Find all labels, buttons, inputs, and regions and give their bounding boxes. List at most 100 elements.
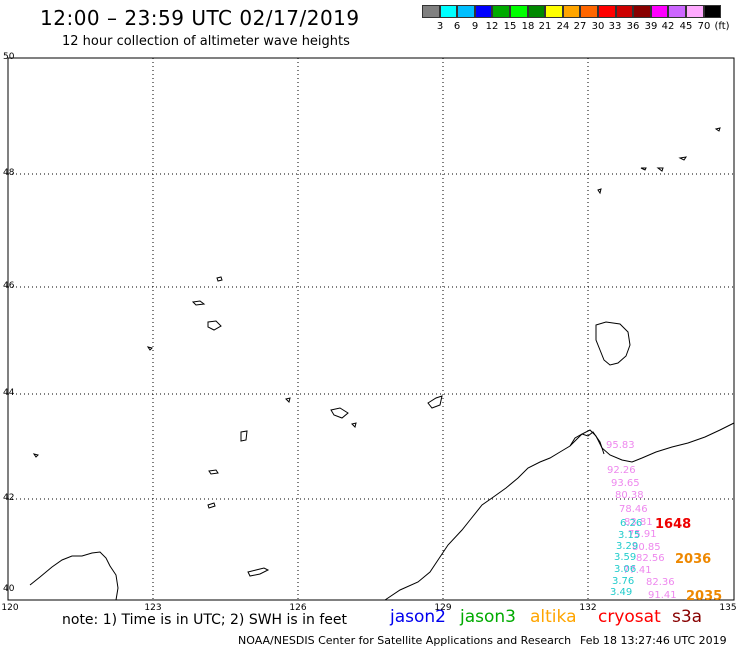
japan-coast: [384, 422, 735, 601]
legend-swatch-9: [580, 5, 598, 18]
island: [207, 502, 216, 509]
island: [427, 395, 443, 409]
graticule: [8, 58, 734, 600]
island: [208, 469, 219, 475]
wave-height-reading: 3.59: [614, 552, 637, 563]
island: [597, 188, 602, 195]
lon-label: 120: [1, 603, 19, 613]
legend-label: 15: [503, 21, 517, 32]
legend-swatch-3: [474, 5, 493, 18]
legend-label: 12: [485, 21, 499, 32]
wave-height-reading: 83.81: [624, 517, 653, 528]
sat-legend-jason2: jason2: [390, 607, 446, 627]
legend-swatch-1: [439, 5, 458, 18]
sat-legend-s3a: s3a: [672, 607, 703, 627]
wave-height-reading: 6.26: [620, 518, 643, 529]
legend-label: (ft): [714, 21, 730, 32]
island: [351, 422, 357, 428]
legend-swatch-10: [597, 5, 616, 18]
legend-swatch-0: [422, 5, 440, 18]
island: [247, 567, 270, 577]
island: [207, 320, 222, 331]
map-title: 12:00 – 23:59 UTC 02/17/2019: [40, 6, 360, 30]
legend-swatch-12: [633, 5, 651, 18]
island: [656, 167, 664, 172]
altika-id: 2036: [675, 552, 712, 567]
island: [216, 276, 223, 282]
legend-swatch-8: [562, 5, 581, 18]
wave-height-reading: 93.65: [611, 478, 640, 489]
island: [191, 300, 206, 306]
wave-height-reading: 80.38: [615, 490, 644, 501]
legend-swatch-5: [509, 5, 528, 18]
legend-swatch-2: [457, 5, 475, 18]
legend-label: 70: [697, 21, 711, 32]
lon-label: 132: [579, 603, 597, 613]
legend-label: 21: [538, 21, 552, 32]
legend-label: 18: [521, 21, 535, 32]
legend-swatch-16: [703, 5, 722, 18]
wave-height-reading: 80.85: [632, 542, 661, 553]
legend-label: 39: [644, 21, 658, 32]
legend-label: 3: [436, 21, 444, 32]
sat-legend-altika: altika: [530, 607, 577, 627]
lon-label: 129: [434, 603, 452, 613]
legend-label: 27: [573, 21, 587, 32]
map-frame: [7, 57, 735, 601]
wave-height-reading: 78.46: [619, 504, 648, 515]
legend-label: 33: [608, 21, 622, 32]
lat-label: 44: [3, 388, 15, 398]
legend-swatch-14: [668, 5, 686, 18]
island: [285, 397, 291, 403]
sat-legend-cryosat: cryosat: [598, 607, 661, 627]
legend-swatch-4: [492, 5, 510, 18]
color-legend: [422, 5, 722, 18]
map-subtitle: 12 hour collection of altimeter wave hei…: [62, 34, 350, 49]
wave-height-reading: 82.36: [646, 577, 675, 588]
wave-height-reading: 3.06: [614, 564, 637, 575]
legend-swatch-15: [685, 5, 704, 18]
legend-label: 24: [556, 21, 570, 32]
legend-label: 36: [626, 21, 640, 32]
legend-label: 9: [471, 21, 479, 32]
wave-height-reading: 91.41: [648, 590, 677, 601]
wave-height-reading: 3.76: [612, 576, 635, 587]
island: [640, 167, 647, 171]
legend-swatch-7: [545, 5, 563, 18]
coastline: [29, 127, 735, 601]
wave-height-reading: 3.29: [616, 541, 639, 552]
island: [714, 127, 721, 132]
timestamp: Feb 18 13:27:46 UTC 2019: [580, 634, 727, 647]
wave-height-reading: 3.49: [610, 587, 633, 598]
lon-label: 126: [289, 603, 307, 613]
cryosat-id: 1648: [655, 517, 692, 532]
island: [678, 156, 688, 161]
legend-label: 45: [679, 21, 693, 32]
lat-label: 40: [3, 584, 15, 594]
island: [330, 407, 349, 419]
sakhalin-south: [595, 321, 631, 366]
lat-label: 42: [3, 493, 15, 503]
footnote: note: 1) Time is in UTC; 2) SWH is in fe…: [62, 612, 348, 628]
lat-label: 48: [3, 168, 15, 178]
altika-id: 2035: [686, 589, 723, 604]
korea-coast: [29, 551, 119, 601]
island: [32, 453, 39, 458]
legend-label: 30: [591, 21, 605, 32]
wave-height-reading: 95.83: [606, 440, 635, 451]
sat-legend-jason3: jason3: [460, 607, 516, 627]
island: [240, 430, 248, 442]
wave-height-reading: 3.15: [618, 530, 641, 541]
wave-height-reading: 77.41: [623, 565, 652, 576]
wave-height-reading: 92.26: [607, 465, 636, 476]
legend-swatch-11: [615, 5, 634, 18]
wave-height-reading: 75.91: [628, 529, 657, 540]
lat-label: 50: [3, 52, 15, 62]
peninsula-coast: [569, 431, 605, 455]
legend-label: 42: [661, 21, 675, 32]
lon-label: 123: [144, 603, 162, 613]
lat-label: 46: [3, 281, 15, 291]
legend-swatch-13: [650, 5, 669, 18]
wave-height-reading: 82.56: [636, 553, 665, 564]
